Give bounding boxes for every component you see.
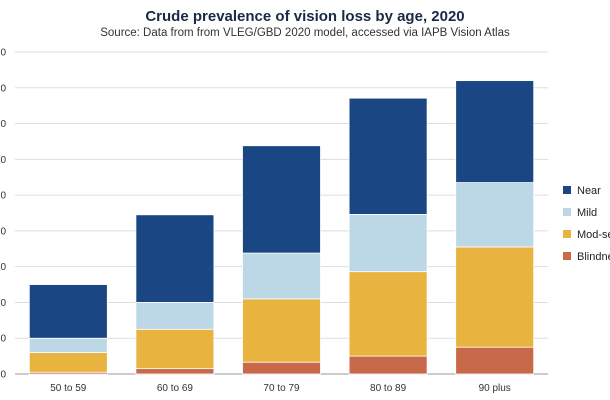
- legend-swatch: [563, 252, 571, 260]
- bars: [28, 80, 535, 375]
- legend-swatch: [563, 208, 571, 216]
- legend: Near Mild Mod-se Blindne: [563, 185, 610, 263]
- x-tick-label: 70 to 79: [263, 383, 300, 394]
- bar-segment: [348, 97, 428, 215]
- bar-segment: [348, 271, 428, 357]
- legend-swatch: [563, 186, 571, 194]
- chart-title: Crude prevalence of vision loss by age, …: [145, 8, 465, 25]
- legend-label: Blindne: [577, 251, 610, 263]
- x-tick-label: 90 plus: [479, 383, 511, 394]
- bar-segment: [242, 145, 321, 254]
- y-tick-label: 0: [0, 119, 6, 130]
- x-axis-ticks: 50 to 59 60 to 69 70 to 79 80 to 89 90 plus: [50, 383, 511, 394]
- x-tick-label: 80 to 89: [370, 383, 407, 394]
- bar-segment: [135, 368, 215, 375]
- bar-segment: [242, 361, 321, 375]
- y-tick-label: 0: [0, 262, 6, 273]
- bar-segment: [242, 298, 321, 363]
- bar-segment: [242, 252, 321, 300]
- bar-segment: [348, 355, 428, 375]
- y-tick-label: 0: [0, 48, 6, 59]
- bar-segment: [455, 246, 535, 348]
- legend-label: Mild: [577, 207, 597, 219]
- bar-segment: [455, 182, 535, 248]
- y-tick-label: 0: [0, 155, 6, 166]
- y-tick-label: 0: [0, 191, 6, 202]
- bar-segment: [28, 352, 108, 373]
- bar-segment: [28, 337, 108, 353]
- bar-segment: [348, 214, 428, 273]
- bar-segment: [28, 284, 108, 339]
- x-tick-label: 60 to 69: [157, 383, 194, 394]
- y-tick-label: 0: [0, 83, 6, 94]
- bar-segment: [135, 328, 215, 370]
- y-tick-label: 0: [0, 370, 6, 381]
- y-tick-label: 0: [0, 298, 6, 309]
- bar-segment: [455, 80, 535, 183]
- bar-segment: [135, 302, 215, 330]
- x-tick-label: 50 to 59: [50, 383, 87, 394]
- y-tick-label: 0: [0, 226, 6, 237]
- bar-segment: [455, 346, 535, 375]
- bar-segment: [135, 214, 215, 303]
- chart-subtitle: Source: Data from from VLEG/GBD 2020 mod…: [100, 27, 510, 39]
- legend-label: Mod-se: [577, 229, 610, 241]
- y-tick-label: 0: [0, 334, 6, 345]
- legend-label: Near: [577, 185, 601, 197]
- legend-swatch: [563, 230, 571, 238]
- y-axis-ticks: 0 0 0 0 0 0 0 0 0 0: [0, 48, 6, 381]
